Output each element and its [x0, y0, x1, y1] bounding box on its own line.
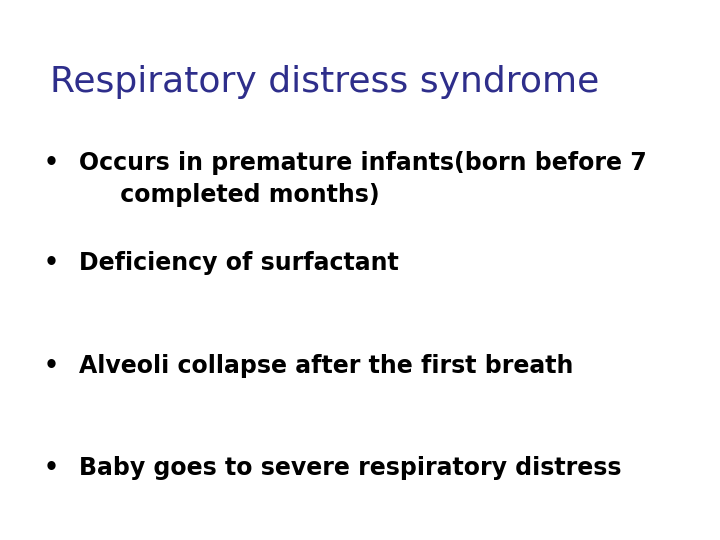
Text: Respiratory distress syndrome: Respiratory distress syndrome	[50, 65, 600, 99]
Text: •: •	[43, 251, 58, 275]
Text: Baby goes to severe respiratory distress: Baby goes to severe respiratory distress	[79, 456, 621, 480]
Text: •: •	[43, 456, 58, 480]
Text: Occurs in premature infants(born before 7
     completed months): Occurs in premature infants(born before …	[79, 151, 647, 207]
Text: Alveoli collapse after the first breath: Alveoli collapse after the first breath	[79, 354, 574, 377]
Text: •: •	[43, 354, 58, 377]
Text: Deficiency of surfactant: Deficiency of surfactant	[79, 251, 399, 275]
Text: •: •	[43, 151, 58, 175]
